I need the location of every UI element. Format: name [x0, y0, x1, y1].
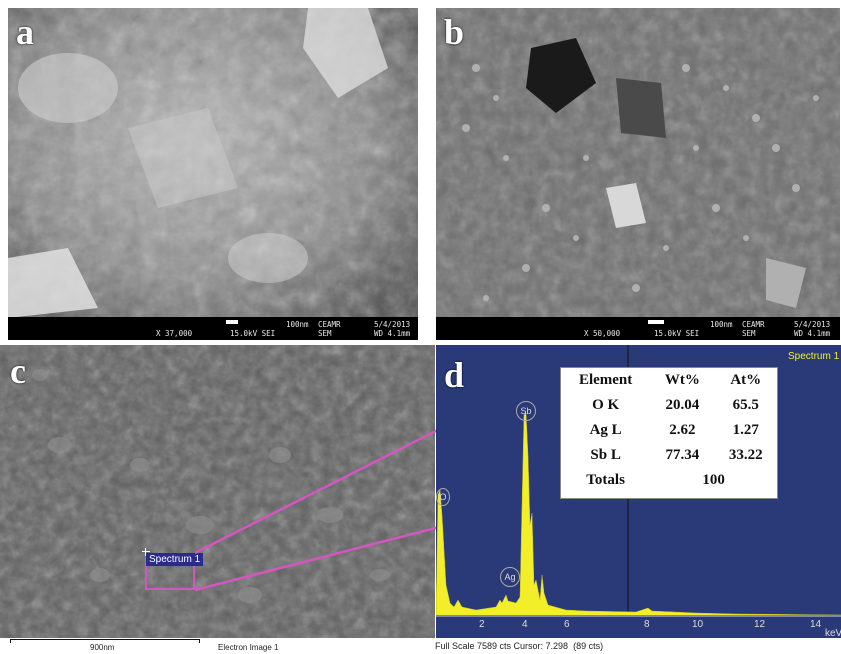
panel-letter-d: d — [444, 355, 465, 395]
table-cell: O K — [592, 397, 620, 413]
mode-text-a: SEM — [318, 329, 332, 338]
panel-letter-c: c — [10, 351, 26, 391]
org-text-a: CEAMR — [318, 320, 341, 329]
axis-unit: keV — [825, 628, 841, 639]
spectrum-panel-d: d Spectrum 1 O Sb Ag 2 4 6 8 10 12 14 El… — [436, 345, 841, 638]
table-header: Wt% — [664, 372, 700, 388]
tick-label: 12 — [754, 619, 766, 630]
table-cell: Sb L — [590, 447, 621, 463]
sem-image-b — [436, 8, 840, 340]
sem-databar-b: 100nm CEAMR 5/4/2013 X 50,000 15.0kV SEI… — [436, 317, 840, 340]
scale-text-c: 900nm — [90, 643, 115, 652]
spectrum-label-c: Spectrum 1 — [146, 553, 204, 566]
wd-text-b: WD 4.1mm — [794, 329, 831, 338]
table-cell: 33.22 — [728, 447, 763, 463]
sem-panel-c: c Spectrum 1 — [0, 345, 435, 638]
table-header-row: Element Wt% At% — [561, 368, 777, 393]
table-cell: Ag L — [589, 422, 622, 438]
scale-bar-a — [226, 320, 238, 324]
sem-image-a — [8, 8, 418, 340]
tick-label: 2 — [479, 619, 485, 630]
tick-label: 8 — [644, 619, 650, 630]
spectrum-title: Spectrum 1 — [788, 351, 840, 362]
sem-panel-b: b 100nm CEAMR 5/4/2013 X 50,000 15.0kV S… — [436, 8, 840, 340]
kv-text-b: 15.0kV SEI — [654, 329, 700, 338]
table-header: Element — [578, 372, 633, 388]
wd-text-a: WD 4.1mm — [374, 329, 411, 338]
composition-table: Element Wt% At% O K 20.04 65.5 Ag L 2.62… — [561, 368, 777, 493]
sem-databar-a: 100nm CEAMR 5/4/2013 X 37,000 15.0kV SEI… — [8, 317, 418, 340]
scale-bar-c — [10, 639, 200, 643]
mag-text-a: X 37,000 — [156, 329, 193, 338]
sem-panel-a: a 100nm CEAMR 5/4/2013 X 37,000 15.0kV S… — [8, 8, 418, 340]
panel-letter-b: b — [444, 12, 465, 52]
totals-label: Totals — [586, 472, 625, 488]
composition-table-box: Element Wt% At% O K 20.04 65.5 Ag L 2.62… — [560, 367, 778, 499]
tick-label: 4 — [522, 619, 528, 630]
table-row: Ag L 2.62 1.27 — [561, 418, 777, 443]
table-cell: 65.5 — [732, 397, 759, 413]
spectrum-footer-text: Full Scale 7589 cts Cursor: 7.298 (89 ct… — [435, 641, 604, 651]
totals-value: 100 — [702, 472, 725, 488]
sem-image-c — [0, 345, 435, 638]
peak-label-ag: Ag — [500, 567, 520, 587]
kv-text-a: 15.0kV SEI — [230, 329, 276, 338]
mag-text-b: X 50,000 — [584, 329, 621, 338]
table-header: At% — [730, 372, 762, 388]
scale-text-a: 100nm — [286, 320, 309, 329]
table-cell: 77.34 — [665, 447, 700, 463]
date-text-b: 5/4/2013 — [794, 320, 831, 329]
peak-label-o: O — [436, 488, 450, 506]
org-text-b: CEAMR — [742, 320, 765, 329]
table-row: O K 20.04 65.5 — [561, 393, 777, 418]
scale-bar-b — [648, 320, 664, 324]
table-row: Sb L 77.34 33.22 — [561, 443, 777, 468]
tick-label: 10 — [692, 619, 704, 630]
scale-text-b: 100nm — [710, 320, 733, 329]
tick-label: 14 — [810, 619, 822, 630]
crosshair-icon — [142, 548, 150, 556]
tick-label: 6 — [564, 619, 570, 630]
table-cell: 2.62 — [669, 422, 696, 438]
table-totals-row: Totals 100 — [561, 468, 777, 493]
peak-label-sb: Sb — [516, 401, 536, 421]
table-cell: 1.27 — [732, 422, 759, 438]
table-cell: 20.04 — [665, 397, 700, 413]
spectrum-footer: Full Scale 7589 cts Cursor: 7.298 (89 ct… — [435, 628, 841, 654]
image-caption-c: Electron Image 1 — [218, 643, 279, 652]
mode-text-b: SEM — [742, 329, 756, 338]
axis-ticks: 2 4 6 8 10 12 14 — [436, 619, 841, 633]
panel-letter-a: a — [16, 12, 34, 52]
image-footer-c: 900nm Electron Image 1 — [0, 638, 435, 654]
date-text-a: 5/4/2013 — [374, 320, 411, 329]
